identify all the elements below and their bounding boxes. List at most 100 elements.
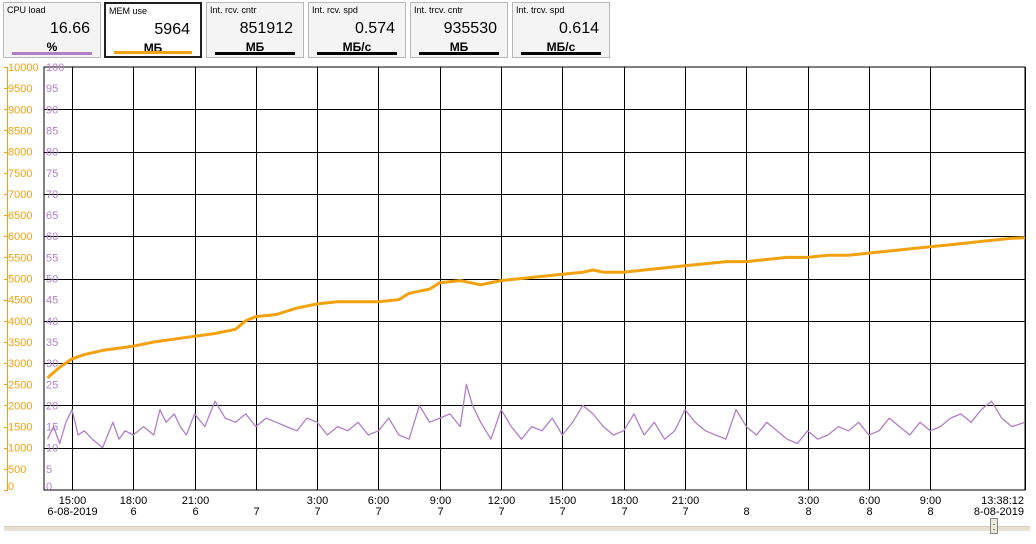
tile-color-line <box>317 52 397 55</box>
scrollbar-thumb[interactable] <box>990 518 998 534</box>
y-tick-cpu-label: 65 <box>46 210 58 222</box>
mem-use-series-line <box>46 236 1026 380</box>
tile-unit: МБ/с <box>342 40 372 54</box>
y-tick-cpu-label: 80 <box>46 147 58 159</box>
tile-value: 851912 <box>239 20 293 37</box>
y-tick-mem-label: 3500 <box>8 337 32 349</box>
y-tick-cpu-label: 90 <box>46 104 58 116</box>
x-tick-date-label: 8 <box>866 506 872 518</box>
y-tick-cpu-label: 35 <box>46 337 58 349</box>
x-tick-date-label: 7 <box>498 506 504 518</box>
y-tick-cpu-label: 70 <box>46 189 58 201</box>
y-tick-mem-label: 9000 <box>8 104 32 116</box>
x-tick-date-label: 8-08-2019 <box>974 506 1024 518</box>
tile-int-trcv-spd[interactable]: Int. trcv. spd 0.614 МБ/с <box>512 2 610 58</box>
y-tick-mem-label: 6500 <box>8 210 32 222</box>
y-tick-mem-label: 9500 <box>8 83 32 95</box>
x-tick-time-label: 13:38:12 <box>981 495 1024 507</box>
y-tick-mem-label: 10000 <box>8 62 39 74</box>
tile-cpu-load[interactable]: CPU load 16.66 % <box>3 2 101 58</box>
y-tick-mem-label: 2500 <box>8 379 32 391</box>
tile-color-line <box>12 52 92 55</box>
tile-int-rcv-spd[interactable]: Int. rcv. spd 0.574 МБ/с <box>308 2 406 58</box>
y-tick-mem-label: 7000 <box>8 189 32 201</box>
tile-int-rcv-cntr[interactable]: Int. rcv. cntr 851912 МБ <box>206 2 304 58</box>
x-tick-date-label: 8 <box>805 506 811 518</box>
x-tick-time-label: 9:00 <box>430 495 451 507</box>
x-tick-time-label: 15:00 <box>549 495 577 507</box>
y-tick-cpu-label: 75 <box>46 168 58 180</box>
tile-value: 5964 <box>154 21 190 38</box>
x-tick-date-label: 7 <box>621 506 627 518</box>
y-tick-cpu-label: 55 <box>46 252 58 264</box>
y-tick-mem-label: 7500 <box>8 168 32 180</box>
y-tick-mem-label: 5000 <box>8 274 32 286</box>
x-tick-time-label: 18:00 <box>120 495 148 507</box>
x-tick-date-label: 6-08-2019 <box>47 506 97 518</box>
x-tick-time-label: 6:00 <box>368 495 389 507</box>
x-tick-time-label: 12:00 <box>488 495 516 507</box>
tile-name: CPU load <box>7 5 46 15</box>
time-scrollbar[interactable] <box>0 518 1036 544</box>
tile-color-line <box>521 52 601 55</box>
x-tick-time-label: 3:00 <box>307 495 328 507</box>
y-tick-mem-label: 5500 <box>8 252 32 264</box>
tile-color-line <box>114 51 192 54</box>
cpu-load-series-line <box>46 383 1026 449</box>
y-tick-cpu-label: 10 <box>46 443 58 455</box>
tile-name: Int. trcv. spd <box>516 5 565 15</box>
y-tick-mem-label: 1500 <box>8 422 32 434</box>
tile-mem-use[interactable]: MEM use 5964 МБ <box>104 2 202 58</box>
tile-name: Int. trcv. cntr <box>414 5 463 15</box>
tile-value: 935530 <box>443 20 497 37</box>
tile-unit: % <box>46 40 58 54</box>
y-tick-cpu-label: 15 <box>46 422 58 434</box>
x-tick-date-label: 7 <box>437 506 443 518</box>
indicator-tiles: CPU load 16.66 % MEM use 5964 МБ Int. rc… <box>0 0 1036 62</box>
y-tick-mem-label: 1000 <box>8 443 32 455</box>
y-tick-mem-label: 8000 <box>8 147 32 159</box>
y-tick-cpu-label: 45 <box>46 295 58 307</box>
y-tick-cpu-label: 100 <box>46 62 64 74</box>
x-tick-date-label: 7 <box>314 506 320 518</box>
x-tick-date-label: 8 <box>743 506 749 518</box>
y-tick-cpu-label: 25 <box>46 379 58 391</box>
y-tick-cpu-label: 50 <box>46 274 58 286</box>
tile-name: MEM use <box>109 6 148 16</box>
x-tick-date-label: 7 <box>375 506 381 518</box>
y-tick-cpu-label: 60 <box>46 231 58 243</box>
tile-value: 0.574 <box>354 20 395 37</box>
x-tick-time-label: 18:00 <box>611 495 639 507</box>
tile-value: 0.614 <box>558 20 599 37</box>
y-tick-cpu-label: 0 <box>46 481 52 493</box>
x-tick-date-label: 6 <box>130 506 136 518</box>
x-tick-time-label: 9:00 <box>920 495 941 507</box>
x-tick-time-label: 15:00 <box>59 495 87 507</box>
tile-color-line <box>419 52 499 55</box>
tile-name: Int. rcv. cntr <box>210 5 257 15</box>
y-tick-mem-label: 0 <box>8 481 14 493</box>
tile-int-trcv-cntr[interactable]: Int. trcv. cntr 935530 МБ <box>410 2 508 58</box>
y-tick-cpu-label: 30 <box>46 358 58 370</box>
x-tick-date-label: 8 <box>927 506 933 518</box>
x-tick-date-label: 7 <box>682 506 688 518</box>
y-tick-cpu-label: 85 <box>46 125 58 137</box>
y-tick-mem-label: 4000 <box>8 316 32 328</box>
x-tick-time-label: 21:00 <box>672 495 700 507</box>
y-tick-mem-label: 8500 <box>8 125 32 137</box>
tile-color-line <box>215 52 295 55</box>
y-tick-cpu-label: 40 <box>46 316 58 328</box>
x-tick-date-label: 7 <box>253 506 259 518</box>
tile-unit: МБ <box>449 40 469 54</box>
y-tick-mem-label: 4500 <box>8 295 32 307</box>
y-tick-cpu-label: 20 <box>46 400 58 412</box>
y-tick-cpu-label: 95 <box>46 83 58 95</box>
y-tick-mem-label: 3000 <box>8 358 32 370</box>
y-tick-mem-label: 6000 <box>8 231 32 243</box>
y-tick-mem-label: 2000 <box>8 400 32 412</box>
x-tick-time-label: 21:00 <box>182 495 210 507</box>
x-tick-time-label: 3:00 <box>798 495 819 507</box>
x-tick-time-label: 6:00 <box>859 495 880 507</box>
scrollbar-track[interactable] <box>4 526 1030 531</box>
